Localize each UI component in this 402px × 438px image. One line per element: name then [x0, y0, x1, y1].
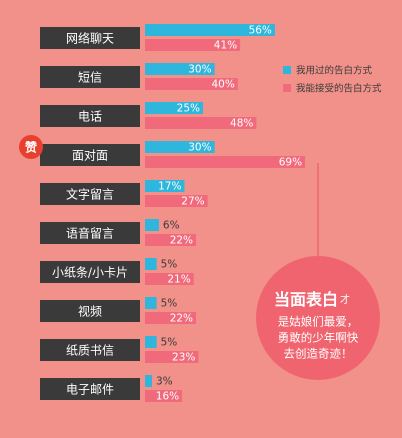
value-label: 17% [158, 181, 181, 193]
legend-label: 我能接受的告白方式 [296, 83, 382, 95]
annotation-circle [256, 256, 380, 380]
bar [145, 141, 215, 153]
value-label: 30% [188, 64, 211, 76]
bar [145, 180, 185, 192]
category-label: 文字留言 [66, 187, 114, 202]
bar [145, 390, 183, 402]
bar [145, 102, 203, 114]
bar [145, 351, 199, 363]
value-label: 22% [170, 313, 193, 325]
category-label: 面对面 [72, 149, 108, 163]
category-box [40, 183, 140, 205]
category-box [40, 66, 140, 88]
category-box [40, 261, 140, 283]
annotation-emphasis: 当面表白 [274, 290, 338, 309]
annotation-suffix: 才 [340, 293, 350, 306]
category-box [40, 144, 140, 166]
annotation-line: 是姑娘们最爱， [278, 315, 359, 329]
value-label: 48% [230, 118, 253, 130]
category-label: 电子邮件 [66, 383, 114, 397]
value-label: 5% [161, 298, 178, 310]
category-label: 语音留言 [66, 226, 114, 241]
value-label: 22% [170, 235, 193, 247]
bar [145, 39, 241, 51]
category-label: 视频 [78, 304, 102, 319]
legend-swatch [283, 84, 291, 92]
bar [145, 78, 238, 90]
value-label: 23% [172, 352, 195, 364]
value-label: 3% [156, 376, 173, 388]
legend-label: 我用过的告白方式 [296, 65, 373, 77]
value-label: 25% [177, 103, 200, 115]
value-label: 30% [188, 142, 211, 154]
value-label: 69% [279, 157, 302, 169]
annotation-line: 勇敢的少年啊快 [278, 331, 359, 345]
value-label: 6% [163, 220, 180, 232]
value-label: 16% [156, 391, 179, 403]
annotation-line: 去创造奇迹！ [284, 347, 353, 361]
value-label: 5% [161, 259, 178, 271]
bar [145, 156, 306, 168]
value-label: 41% [214, 40, 237, 52]
value-label: 40% [211, 79, 234, 91]
bar [145, 336, 157, 348]
bar [145, 63, 215, 75]
category-label: 短信 [78, 71, 102, 85]
bar [145, 24, 275, 36]
value-label: 21% [167, 274, 190, 286]
bar [145, 219, 159, 231]
bar [145, 195, 208, 207]
category-box [40, 378, 140, 400]
value-label: 27% [181, 196, 204, 208]
annotation-title: 当面表白才 [274, 290, 350, 309]
bar [145, 117, 257, 129]
category-box [40, 105, 140, 127]
bar [145, 375, 152, 387]
category-box [40, 27, 140, 49]
badge [19, 135, 43, 159]
category-label: 小纸条/小卡片 [52, 266, 128, 280]
bar [145, 312, 197, 324]
bar [145, 273, 194, 285]
badge-label: 赞 [24, 140, 37, 155]
category-box [40, 300, 140, 322]
value-label: 5% [161, 337, 178, 349]
category-box [40, 222, 140, 244]
bar [145, 258, 157, 270]
value-label: 56% [249, 25, 272, 37]
bar [145, 234, 197, 246]
category-box [40, 339, 140, 361]
category-label: 纸质书信 [66, 344, 114, 358]
legend-swatch [283, 66, 291, 74]
bar [145, 297, 157, 309]
category-label: 电话 [78, 110, 102, 124]
category-label: 网络聊天 [66, 31, 114, 46]
